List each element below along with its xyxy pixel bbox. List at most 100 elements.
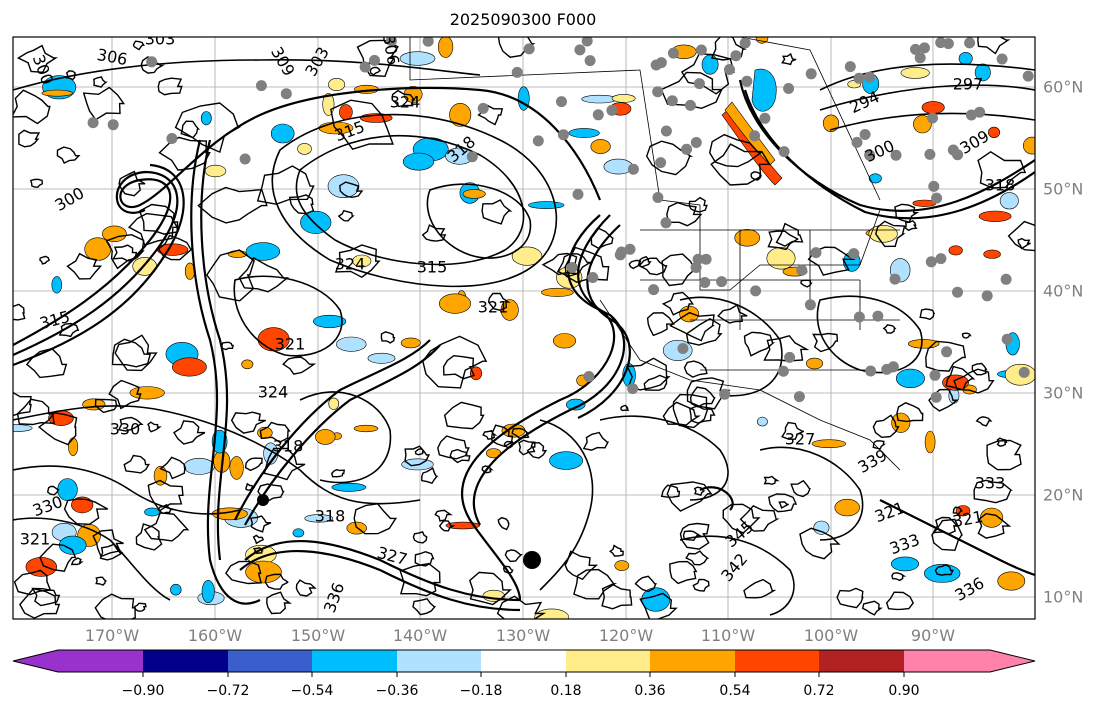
shaded-cell xyxy=(614,560,630,571)
contour-label: 327 xyxy=(785,430,816,449)
shaded-cell xyxy=(51,276,63,294)
storm-center-marker xyxy=(523,551,541,569)
station-dot xyxy=(919,42,930,54)
station-dot xyxy=(796,264,808,276)
contour-loop xyxy=(896,402,924,423)
station-dot xyxy=(859,129,871,140)
contour-loop xyxy=(157,234,194,261)
contour-loop xyxy=(875,220,906,248)
shaded-cell xyxy=(328,78,346,92)
contour-loop xyxy=(244,457,263,472)
contour-loop xyxy=(414,447,425,456)
contour-loop xyxy=(180,120,200,139)
contour-loop xyxy=(434,509,453,522)
contour-loop xyxy=(497,516,510,531)
shaded-cell xyxy=(400,337,421,349)
longitude-label: 90°W xyxy=(910,626,956,645)
contour-loop xyxy=(639,592,678,619)
contour-loop xyxy=(679,522,710,550)
shaded-cell xyxy=(399,51,436,66)
contour-loop xyxy=(70,557,84,566)
shaded-cell xyxy=(204,164,227,178)
station-dot xyxy=(606,104,618,116)
contour-loop xyxy=(692,578,710,592)
contour-loop xyxy=(743,578,777,599)
colorbar-extend-low xyxy=(13,650,143,672)
shaded-cell xyxy=(449,103,472,127)
station-dot xyxy=(783,83,795,94)
station-dot xyxy=(931,192,943,204)
contour-loop xyxy=(526,441,548,459)
contour-loop xyxy=(861,600,883,616)
station-dot xyxy=(667,47,679,59)
contour-line xyxy=(13,58,481,91)
theta-contours xyxy=(13,37,1035,619)
station-dot xyxy=(695,44,707,56)
station-dot xyxy=(166,133,178,144)
contour-loop xyxy=(37,412,78,446)
shaded-cell xyxy=(352,254,372,268)
shaded-cell xyxy=(313,314,347,328)
station-dot xyxy=(851,136,863,148)
contour-loop xyxy=(58,322,80,338)
contour-loop xyxy=(288,194,315,215)
station-dot xyxy=(369,54,380,66)
shaded-cell xyxy=(170,583,182,596)
contour-loop xyxy=(971,362,988,376)
contour-label: 303 xyxy=(145,30,176,49)
station-dot xyxy=(864,71,875,83)
colorbar-tick-label: 0.90 xyxy=(888,683,920,699)
contour-loop xyxy=(672,393,709,429)
contour-loop xyxy=(680,53,735,95)
contour-loop xyxy=(487,292,511,312)
shaded-cell xyxy=(469,366,483,381)
shaded-cell xyxy=(171,357,207,377)
contour-loop xyxy=(975,416,993,427)
contour-loop xyxy=(94,398,119,414)
station-dot xyxy=(648,284,660,296)
contour-loop xyxy=(422,335,488,389)
contour-label: 333 xyxy=(975,474,1006,493)
contour-loop xyxy=(800,279,813,288)
contour-loop xyxy=(662,401,701,426)
contour-loop xyxy=(660,484,681,498)
contour-loop xyxy=(556,253,593,278)
station-markers xyxy=(87,37,1034,403)
station-dot xyxy=(107,119,119,131)
station-dot xyxy=(719,388,731,400)
shaded-cell xyxy=(983,249,1001,259)
contour-loop xyxy=(127,212,179,246)
station-dot xyxy=(624,243,636,255)
contour-loop xyxy=(123,454,150,474)
contour-loop xyxy=(882,324,897,334)
shaded-cell xyxy=(1023,136,1035,155)
contour-loop xyxy=(105,233,145,270)
colorbar-tick-label: −0.18 xyxy=(459,683,503,699)
contour-loop xyxy=(891,572,907,582)
contour-line xyxy=(819,63,1035,91)
contour-loop xyxy=(669,311,715,342)
colorbar-segment xyxy=(312,650,397,672)
contour-loop xyxy=(13,89,51,125)
contour-line xyxy=(233,275,343,357)
contour-loop xyxy=(117,416,144,432)
contour-loop xyxy=(414,550,435,567)
shaded-cell xyxy=(997,571,1026,591)
shaded-cell xyxy=(958,51,973,65)
contour-loop xyxy=(685,550,710,566)
contour-loop xyxy=(263,447,306,481)
latitude-label: 10°N xyxy=(1043,587,1084,607)
contour-label: 321 xyxy=(478,298,509,317)
shaded-cell xyxy=(462,189,486,199)
station-dot xyxy=(925,256,937,268)
contour-label: 297 xyxy=(953,75,984,94)
shaded-cell xyxy=(868,225,898,243)
station-dot xyxy=(941,346,953,358)
contour-label: 315 xyxy=(417,258,448,277)
station-dot xyxy=(477,102,489,114)
contour-line xyxy=(295,135,525,266)
contour-loop xyxy=(952,506,963,516)
contour-loop xyxy=(330,468,346,478)
station-dot xyxy=(699,277,711,288)
contour-loop xyxy=(504,549,523,563)
